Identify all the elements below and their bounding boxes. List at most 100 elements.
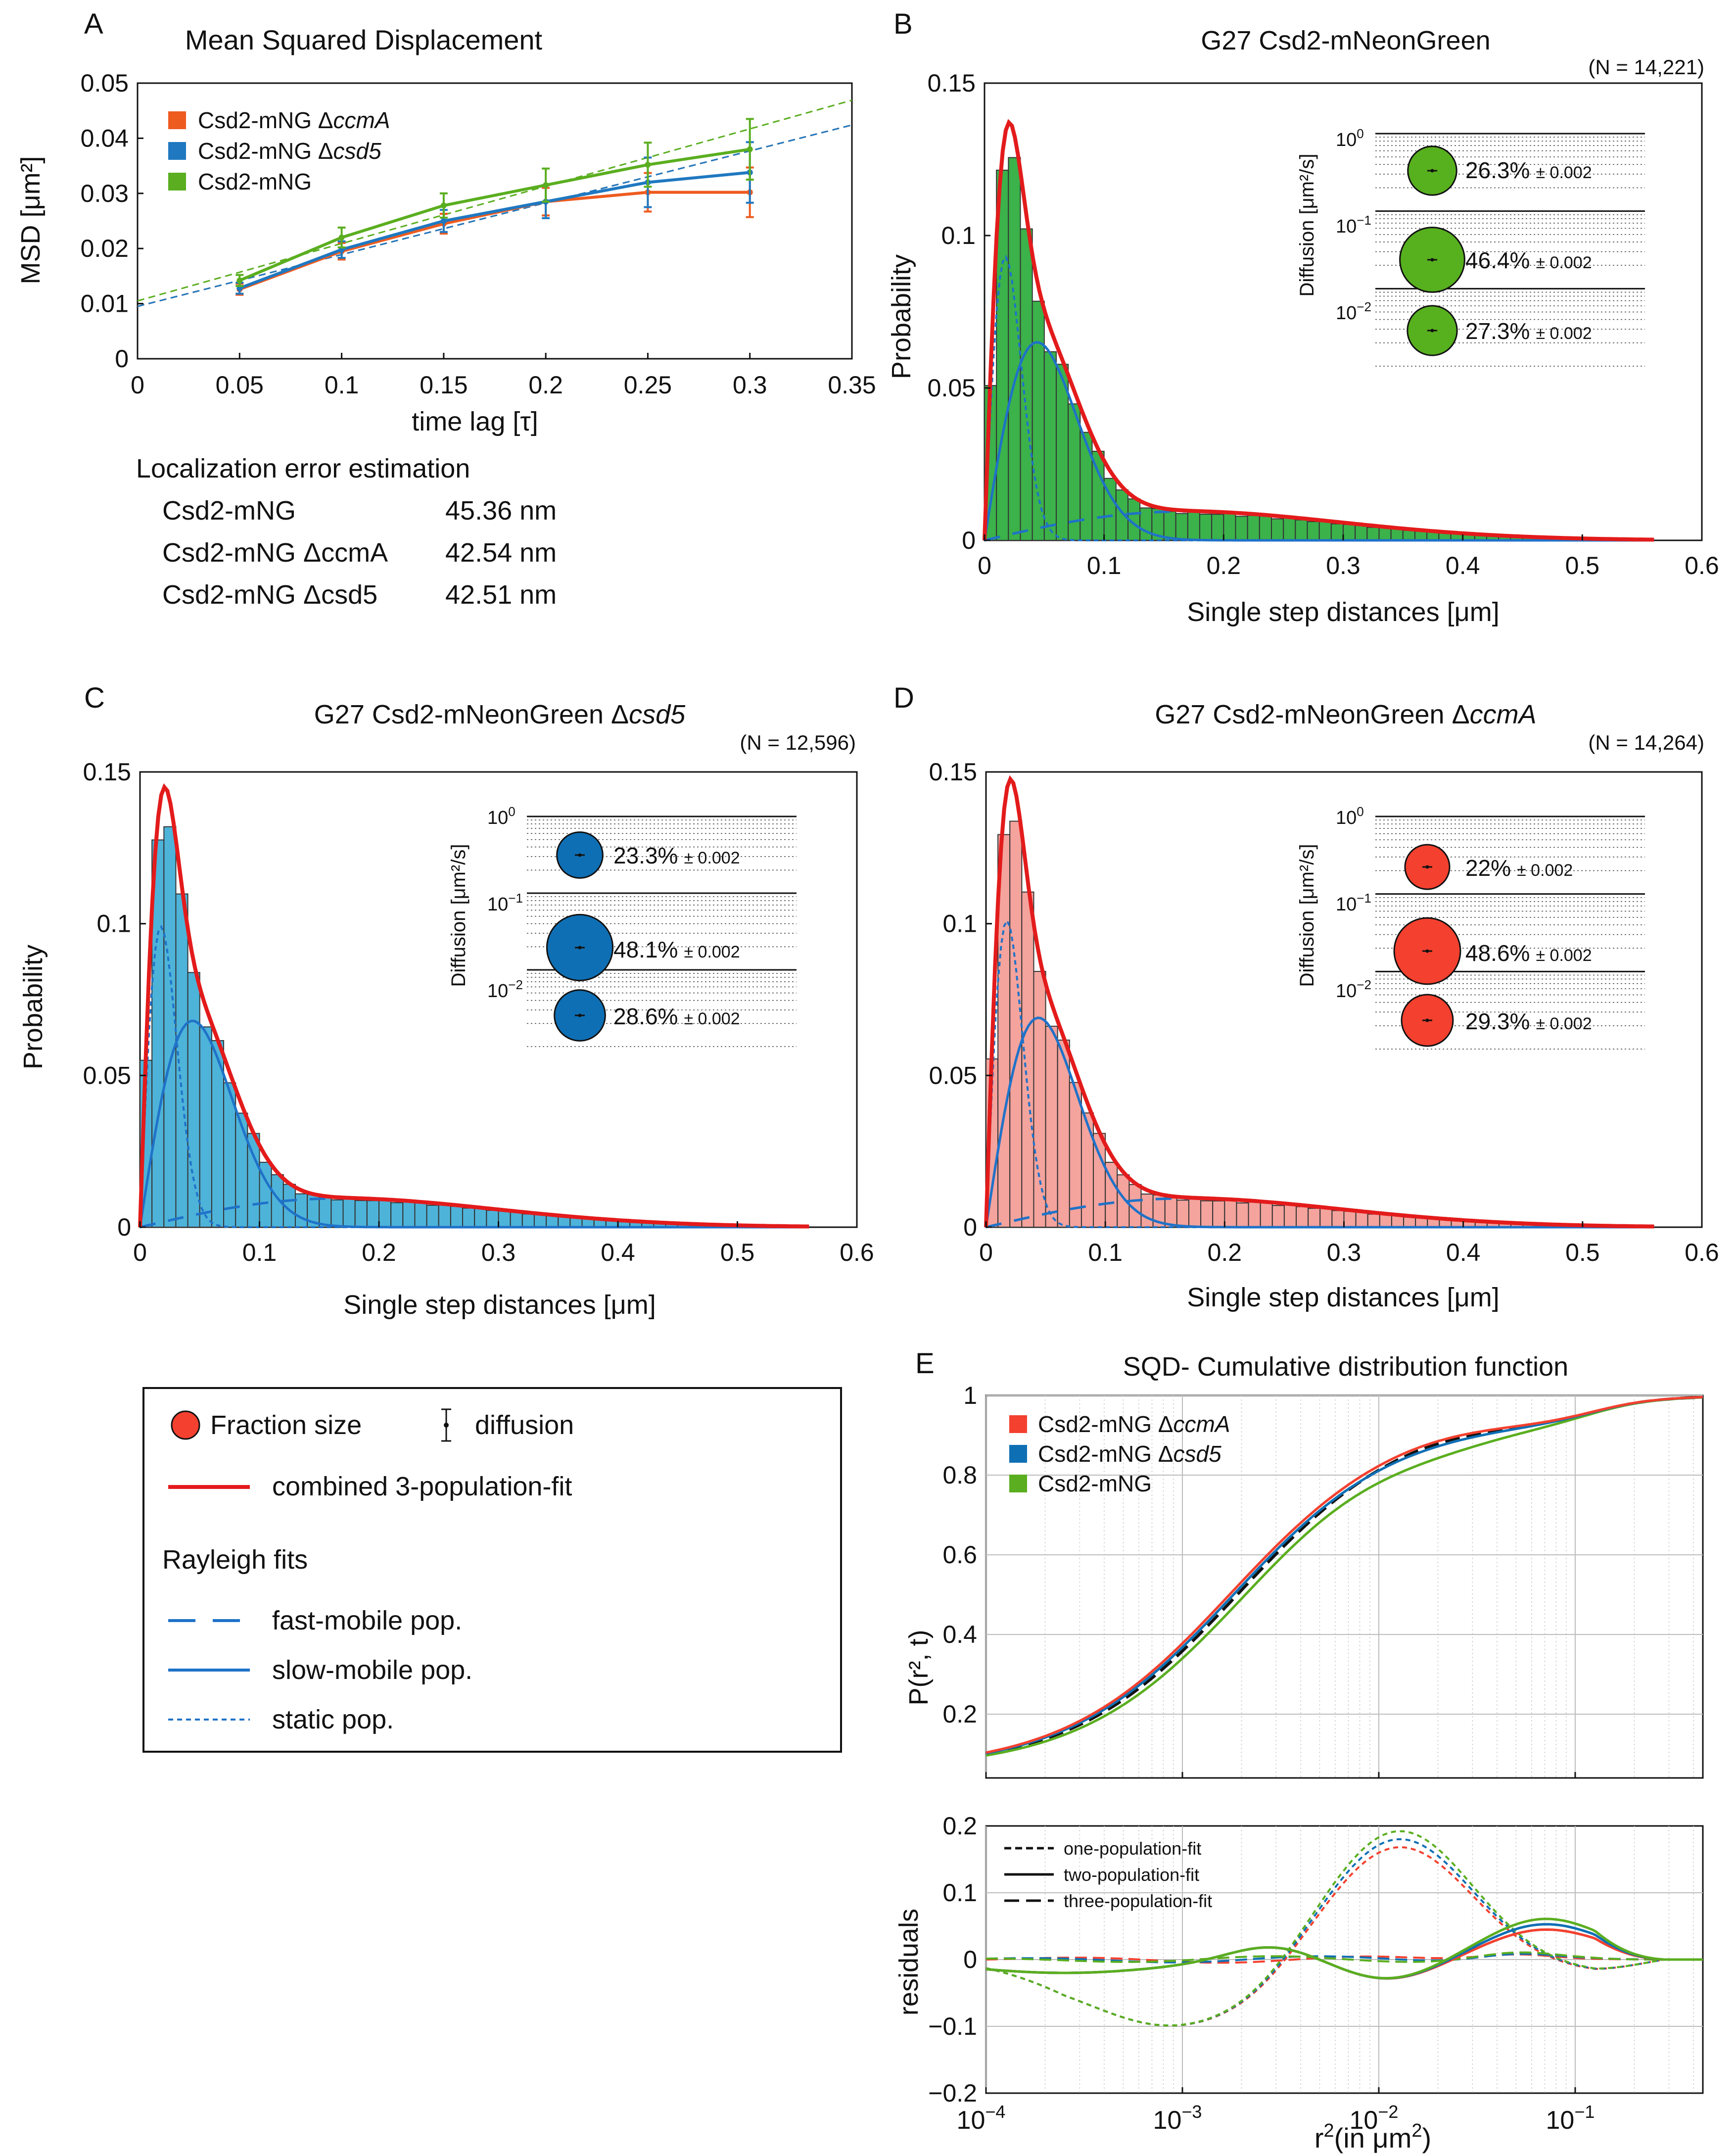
histogram-bar (1043, 351, 1057, 541)
residual-legend: one-population-fit two-population-fit th… (1004, 1838, 1212, 1911)
histogram-bar (1295, 519, 1308, 541)
rayleigh-title: Rayleigh fits (162, 1545, 308, 1575)
diffusion-point (578, 1013, 582, 1017)
y-tick-label: 0 (963, 1213, 977, 1241)
panel-e: E SQD- Cumulative distribution function … (894, 1347, 1704, 2154)
x-tick-label: 10−1 (1546, 2102, 1595, 2135)
fast-mobile-label: fast-mobile pop. (272, 1606, 462, 1635)
histogram-bar (1020, 228, 1033, 541)
inset-tick-c: 10−1 (487, 891, 523, 915)
slow-mobile-label: slow-mobile pop. (272, 1655, 472, 1685)
histogram-bar (1175, 513, 1188, 541)
histogram-bar (1283, 517, 1296, 541)
legend-label: Csd2-mNG ΔccmA (198, 107, 390, 133)
legend-swatch (168, 173, 186, 191)
diffusion-point (1425, 949, 1429, 953)
y-tick-label: 0.03 (81, 180, 129, 207)
sample-count-b: (N = 14,221) (1588, 55, 1704, 79)
inset-tick-c: 100 (487, 804, 516, 828)
chart-title-a: Mean Squared Displacement (185, 24, 543, 55)
diffusion-point (1430, 258, 1434, 262)
histogram-bar (1271, 1205, 1285, 1228)
histogram-bar (1308, 1207, 1321, 1228)
histogram-bar (1176, 1199, 1189, 1228)
legend-e: Csd2-mNG ΔccmA Csd2-mNG Δcsd5 Csd2-mNG (1009, 1411, 1230, 1496)
localization-value: 45.36 nm (445, 496, 557, 526)
chart-title-c: G27 Csd2-mNeonGreen Δcsd5 (314, 700, 686, 729)
histogram-bar (1343, 1210, 1357, 1228)
y-axis-label-a: MSD [μm²] (16, 156, 46, 284)
histogram-bar (462, 1207, 475, 1228)
plot-area-e: 0.2 0.4 0.6 0.8 1 (942, 1382, 1704, 1779)
plot-area-residuals: 10−4 10−3 10−2 10−1 −0.2 −0.1 0 0.1 0.2 (928, 1812, 1704, 2135)
x-tick-label: 0.2 (362, 1239, 396, 1266)
inset-y-label-c: Diffusion [μm²/s] (448, 844, 469, 987)
fit-line (137, 124, 852, 307)
fraction-label-b: 26.3% ± 0.002 (1465, 157, 1592, 183)
histogram-bar (1331, 1210, 1345, 1228)
y-tick-label: 0.05 (929, 1061, 977, 1089)
inset-tick-d: 100 (1336, 804, 1364, 828)
histogram-bar (1140, 1194, 1154, 1228)
histogram-bar (1235, 516, 1248, 541)
legend-swatch (1009, 1475, 1027, 1492)
fraction-label-c: 48.1% ± 0.002 (613, 937, 740, 962)
y-tick-label: 0.1 (942, 910, 977, 938)
chart-title-d: G27 Csd2-mNeonGreen ΔccmA (1155, 700, 1536, 729)
x-tick-label: 0.1 (1088, 1239, 1123, 1266)
y-tick-label: 0.1 (942, 1879, 977, 1907)
inset-y-label-d: Diffusion [μm²/s] (1296, 844, 1318, 987)
diffusion-point (578, 946, 582, 950)
y-tick-label: 0.05 (83, 1061, 131, 1089)
one-population-label: one-population-fit (1064, 1838, 1201, 1859)
histogram-bar (486, 1210, 499, 1228)
y-tick-label: 0.15 (928, 69, 976, 97)
inset-tick-d: 10−2 (1336, 977, 1371, 1002)
histogram-bar (1200, 1200, 1214, 1228)
x-tick-label: 0.1 (325, 371, 359, 399)
histogram-bar (450, 1206, 464, 1228)
x-tick-label: 0 (133, 1239, 147, 1266)
series-line (239, 147, 751, 282)
localization-value: 42.54 nm (445, 538, 557, 568)
fraction-label-d: 22% ± 0.002 (1465, 855, 1573, 881)
histogram-bar (1260, 1202, 1273, 1228)
y-tick-label: 0.6 (942, 1541, 977, 1569)
residual-curve (986, 1951, 1703, 1963)
data-point (338, 234, 345, 240)
panel-label-d: D (893, 682, 914, 714)
combined-fit (984, 775, 1654, 1229)
panel-label-a: A (84, 8, 103, 40)
data-point (440, 218, 447, 224)
x-tick-label: 10−2 (1350, 2102, 1399, 2135)
fraction-label-b: 46.4% ± 0.002 (1465, 247, 1592, 273)
key-legend: Fraction size diffusion combined 3-popul… (142, 1387, 842, 1753)
y-tick-label: 0.05 (81, 69, 129, 97)
fraction-label-c: 23.3% ± 0.002 (613, 843, 740, 868)
histogram-bar (1032, 300, 1045, 541)
histogram-bar (1188, 1197, 1202, 1228)
histogram-bar (1079, 431, 1093, 541)
histogram-bar (354, 1200, 368, 1228)
localization-label: Csd2-mNG Δcsd5 (162, 580, 377, 610)
histogram-bar (510, 1211, 523, 1228)
y-tick-label: 0.15 (929, 758, 977, 786)
residual-curve (985, 1838, 1703, 2027)
sample-count-c: (N = 12,596) (740, 731, 856, 754)
diffusion-errorbar-marker (441, 1408, 451, 1442)
panel-a: A Mean Squared Displacement time lag [τ]… (16, 8, 876, 610)
histogram-bar (1080, 1112, 1094, 1228)
histogram-bar (558, 1216, 571, 1228)
key-legend-frame (142, 1387, 842, 1753)
x-tick-label: 10−4 (957, 2102, 1006, 2135)
x-tick-label: 0.25 (624, 371, 672, 399)
y-tick-label: 0.2 (942, 1812, 977, 1840)
histogram-bar (1390, 528, 1404, 541)
x-tick-label: 0.2 (528, 371, 563, 399)
slow-mobile-fit (985, 1016, 1654, 1229)
inset-tick-b: 10−1 (1336, 213, 1371, 237)
localization-title: Localization error estimation (136, 454, 470, 483)
plot-area-b: 0 0.1 0.2 0.3 0.4 0.5 0.6 0 0.05 0.1 0.15 (928, 69, 1719, 579)
histogram-bar (330, 1199, 344, 1228)
y-tick-label: 0.01 (81, 290, 129, 318)
